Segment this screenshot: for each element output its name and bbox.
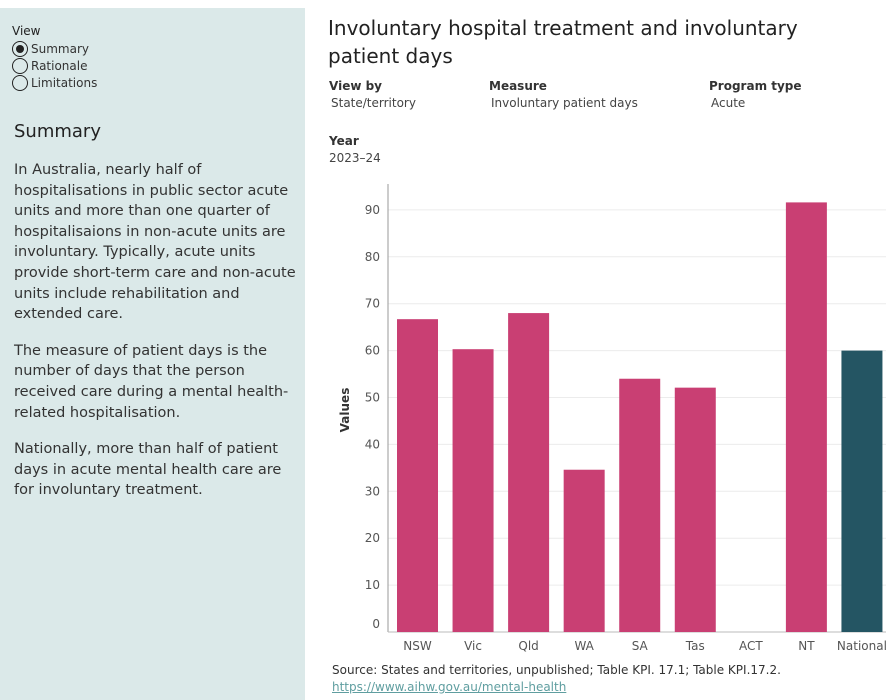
x-tick-label: ACT bbox=[739, 639, 763, 653]
view-label: View bbox=[12, 24, 41, 38]
x-tick-label: NT bbox=[798, 639, 815, 653]
source-note: Source: States and territories, unpublis… bbox=[332, 662, 781, 696]
y-tick-label: 90 bbox=[365, 203, 380, 217]
radio-summary-label[interactable]: Summary bbox=[31, 41, 89, 56]
page-title: Involuntary hospital treatment and invol… bbox=[328, 16, 798, 68]
radio-unselected-icon[interactable] bbox=[12, 57, 28, 74]
y-tick-label: 70 bbox=[365, 297, 380, 311]
x-tick-label: WA bbox=[574, 639, 594, 653]
filter-view-by[interactable]: View by State/territory bbox=[329, 79, 416, 110]
bar-chart: 0 10 20 30 40 50 60 70 80 90 Values NSW Vic Qld WA SA Ta… bbox=[338, 184, 887, 653]
bar-nt[interactable] bbox=[785, 202, 827, 632]
filter-view-by-label: View by bbox=[329, 79, 383, 93]
filter-year-value[interactable]: 2023–24 bbox=[329, 151, 381, 165]
radio-summary[interactable]: Summary bbox=[12, 40, 97, 57]
bar-qld[interactable] bbox=[508, 313, 550, 632]
filter-view-by-value[interactable]: State/territory bbox=[331, 96, 416, 110]
y-axis-title: Values bbox=[338, 388, 352, 433]
y-tick-label: 30 bbox=[365, 484, 380, 498]
y-tick-label: 40 bbox=[365, 437, 380, 451]
bar-sa[interactable] bbox=[619, 378, 661, 632]
summary-heading: Summary bbox=[14, 121, 101, 142]
summary-paragraph-3: Nationally, more than half of patient da… bbox=[14, 441, 282, 499]
source-text: Source: States and territories, unpublis… bbox=[332, 663, 781, 677]
radio-limitations[interactable]: Limitations bbox=[12, 74, 97, 91]
x-tick-label: Qld bbox=[518, 639, 538, 653]
summary-text: In Australia, nearly half of hospitalisa… bbox=[14, 160, 299, 517]
x-tick-label: Vic bbox=[464, 639, 482, 653]
bar-wa[interactable] bbox=[563, 469, 605, 632]
radio-rationale[interactable]: Rationale bbox=[12, 57, 97, 74]
summary-paragraph-1: In Australia, nearly half of hospitalisa… bbox=[14, 162, 296, 323]
source-link[interactable]: https://www.aihw.gov.au/mental-health bbox=[332, 680, 567, 694]
x-tick-label: SA bbox=[632, 639, 649, 653]
filter-measure[interactable]: Measure Involuntary patient days bbox=[489, 79, 638, 110]
bar-tas[interactable] bbox=[674, 387, 716, 632]
radio-unselected-icon[interactable] bbox=[12, 74, 28, 91]
radio-selected-icon[interactable] bbox=[12, 40, 28, 57]
filter-program-type-value[interactable]: Acute bbox=[711, 96, 746, 110]
bar-nsw[interactable] bbox=[397, 319, 438, 632]
radio-rationale-label[interactable]: Rationale bbox=[31, 58, 88, 73]
filter-measure-label: Measure bbox=[489, 79, 547, 93]
filter-measure-value[interactable]: Involuntary patient days bbox=[491, 96, 638, 110]
radio-limitations-label[interactable]: Limitations bbox=[31, 75, 98, 90]
y-tick-label: 20 bbox=[365, 531, 380, 545]
y-tick-label: 60 bbox=[365, 344, 380, 358]
sidebar: View Summary Rationale Limitations Summa… bbox=[0, 8, 305, 700]
x-tick-label: Tas bbox=[685, 639, 705, 653]
summary-paragraph-2: The measure of patient days is the numbe… bbox=[14, 342, 289, 421]
y-tick-label: 80 bbox=[365, 250, 380, 264]
filter-year-label: Year bbox=[329, 134, 359, 148]
view-radio-group: Summary Rationale Limitations bbox=[12, 40, 97, 91]
bar-national[interactable] bbox=[841, 350, 883, 632]
filter-program-type[interactable]: Program type Acute bbox=[709, 79, 802, 110]
filter-program-type-label: Program type bbox=[709, 79, 802, 93]
y-tick-label: 0 bbox=[372, 617, 380, 631]
x-tick-label: NSW bbox=[403, 639, 432, 653]
filter-year[interactable]: Year 2023–24 bbox=[329, 134, 381, 165]
y-tick-label: 10 bbox=[365, 578, 380, 592]
bar-vic[interactable] bbox=[452, 349, 494, 632]
x-tick-label: National bbox=[837, 639, 887, 653]
y-tick-label: 50 bbox=[365, 391, 380, 405]
